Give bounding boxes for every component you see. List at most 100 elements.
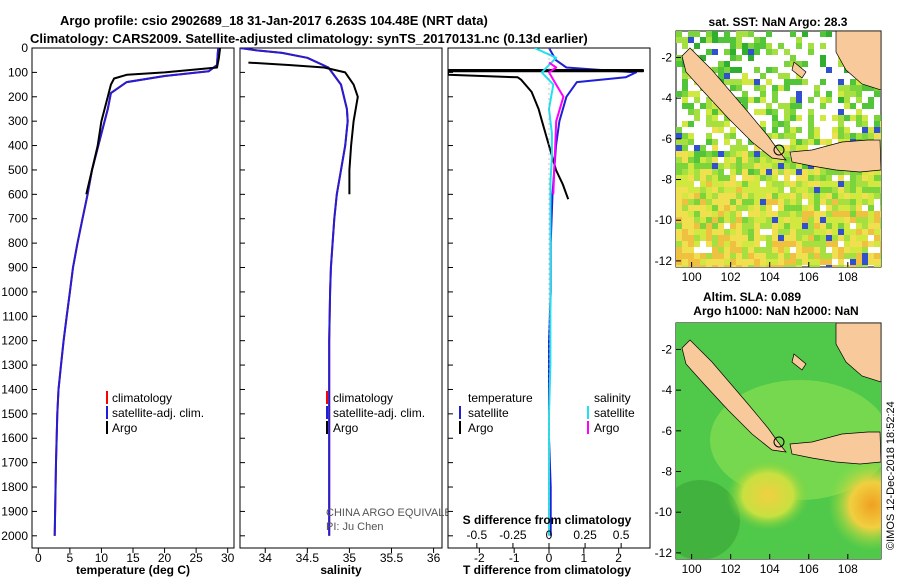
sst-cell: [724, 229, 730, 235]
sst-cell: [820, 181, 826, 187]
sst-cell: [730, 133, 736, 139]
sst-cell: [694, 265, 700, 267]
sst-cell: [688, 247, 694, 253]
lon-tick-label: 108: [838, 270, 858, 284]
sst-cell: [868, 181, 874, 187]
sst-cell: [814, 139, 820, 145]
x-tick-label: 0: [35, 551, 42, 565]
sst-cell: [760, 187, 766, 193]
sst-cell: [850, 175, 856, 181]
sst-cell: [772, 259, 778, 265]
sst-cell: [736, 217, 742, 223]
sst-cell: [724, 253, 730, 259]
sst-cell: [844, 103, 850, 109]
sst-cell: [874, 133, 880, 139]
sst-cell: [796, 223, 802, 229]
sst-cell: [862, 187, 868, 193]
sst-cell: [808, 247, 814, 253]
sst-cell: [796, 139, 802, 145]
sst-cell: [718, 253, 724, 259]
sst-cell: [748, 163, 754, 169]
sst-cell: [790, 127, 796, 133]
sst-cell: [778, 229, 784, 235]
sst-cell: [754, 85, 760, 91]
sst-cell: [676, 223, 682, 229]
sst-cell: [742, 241, 748, 247]
sst-cell: [796, 199, 802, 205]
sst-cell: [694, 259, 700, 265]
sst-cell: [718, 193, 724, 199]
sst-cell: [676, 253, 682, 259]
sst-cell: [760, 157, 766, 163]
sst-cell: [706, 211, 712, 217]
sst-cell: [862, 181, 868, 187]
sst-cell: [706, 181, 712, 187]
sst-cell: [880, 235, 881, 241]
sst-cell: [754, 175, 760, 181]
sst-cell: [856, 109, 862, 115]
sst-cell: [682, 199, 688, 205]
sst-cell: [688, 199, 694, 205]
sst-cell: [844, 229, 850, 235]
sst-cell: [748, 241, 754, 247]
sst-cell: [838, 61, 844, 67]
sst-cell: [766, 211, 772, 217]
sst-cell: [856, 79, 862, 85]
imos-credit: ©IMOS 12-Dec-2018 18:52:24: [885, 401, 897, 550]
sst-cell: [742, 193, 748, 199]
sst-cell: [730, 199, 736, 205]
sst-cell: [748, 181, 754, 187]
sst-cell: [700, 145, 706, 151]
sst-cell: [700, 205, 706, 211]
sst-cell: [718, 61, 724, 67]
sst-cell: [748, 193, 754, 199]
sst-cell: [796, 175, 802, 181]
sst-cell: [838, 205, 844, 211]
sst-cell: [766, 265, 772, 267]
sst-cell: [868, 217, 874, 223]
sst-cell: [838, 229, 844, 235]
sst-cell: [712, 121, 718, 127]
sst-cell: [724, 265, 730, 267]
sst-cell: [808, 241, 814, 247]
sst-cell: [760, 85, 766, 91]
sst-cell: [712, 187, 718, 193]
sst-cell: [856, 259, 862, 265]
sst-cell: [730, 211, 736, 217]
sst-cell: [748, 97, 754, 103]
sst-cell: [862, 115, 868, 121]
sst-cell: [814, 265, 820, 267]
sst-cell: [724, 181, 730, 187]
sst-cell: [826, 217, 832, 223]
sla-high-anomaly-east: [828, 459, 881, 551]
sst-cell: [700, 193, 706, 199]
sst-cell: [706, 193, 712, 199]
sst-cell: [724, 157, 730, 163]
legend-label-s-argo: Argo: [594, 421, 620, 435]
sst-cell: [832, 211, 838, 217]
legend-label-satellite: satellite-adj. clim.: [333, 406, 425, 420]
sst-cell: [796, 205, 802, 211]
sst-cell: [760, 247, 766, 253]
sst-cell: [862, 127, 868, 133]
sst-cell: [676, 181, 682, 187]
sst-cell: [724, 199, 730, 205]
sst-cell: [742, 151, 748, 157]
sst-cell: [820, 43, 826, 49]
sst-cell: [682, 79, 688, 85]
sst-cell: [790, 223, 796, 229]
sst-cell: [676, 127, 682, 133]
lon-tick-label: 106: [799, 562, 819, 576]
sst-cell: [712, 193, 718, 199]
sst-cell: [736, 187, 742, 193]
sst-cell: [688, 91, 694, 97]
sst-cell: [880, 247, 881, 253]
sst-cell: [856, 217, 862, 223]
x-tick-label: 36: [427, 551, 441, 565]
sst-cell: [688, 229, 694, 235]
depth-tick-label: 1600: [1, 431, 28, 445]
lon-tick-label: 104: [760, 562, 780, 576]
sst-cell: [688, 217, 694, 223]
sst-cell: [808, 217, 814, 223]
sst-cell: [682, 121, 688, 127]
